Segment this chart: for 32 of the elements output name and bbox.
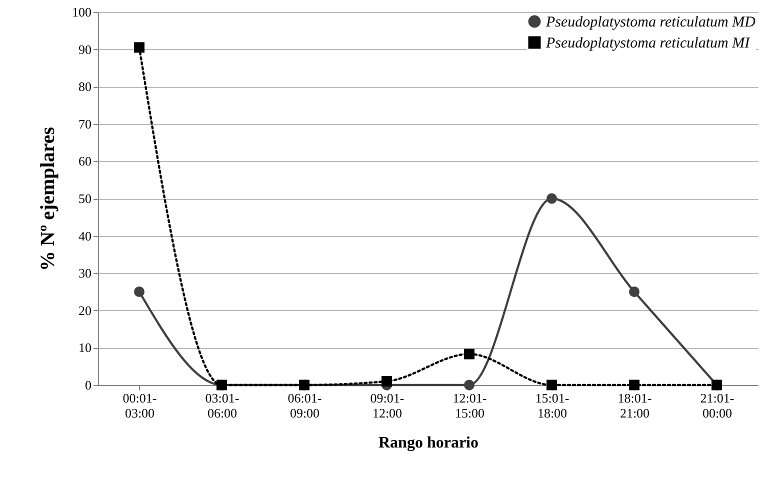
y-tick-label: 10 [78,340,92,356]
x-tick-label: 00:01-03:00 [122,390,157,420]
point [464,380,474,390]
y-tick-label: 100 [72,4,92,20]
point [629,380,640,390]
legend-label: Pseudoplatystoma reticulatum MI [545,36,751,52]
point [134,286,144,297]
x-tick-label: 21:01-00:00 [700,390,734,420]
y-tick-label: 90 [78,42,92,57]
y-tick-label: 20 [78,302,92,318]
x-tick-label: 09:01-12:00 [370,390,404,420]
y-tick-label: 50 [78,191,92,206]
point [464,348,474,360]
y-tick-label: 80 [78,79,92,94]
point [382,376,392,387]
legend-label: Pseudoplatystoma reticulatum MD [545,14,756,30]
y-tick-label: 30 [78,266,92,281]
x-axis-title: Rango horario [378,434,478,452]
y-tick-label: 40 [78,228,92,244]
y-tick-label: 70 [78,116,92,132]
point [546,193,557,204]
x-tick-label: 12:01-15:00 [452,390,487,420]
point [629,286,640,297]
x-tick-label: 06:01-09:00 [288,390,322,420]
x-tick-label: 03:01-06:00 [205,390,240,420]
y-tick-label: 60 [78,154,92,169]
x-tick-label: 15:01-18:00 [535,390,570,420]
point [134,42,144,53]
y-tick-label: 0 [85,378,92,392]
y-axis-title: % Nº ejemplares [37,126,59,271]
x-tick-label: 18:01-21:00 [618,390,652,420]
point [546,380,557,390]
